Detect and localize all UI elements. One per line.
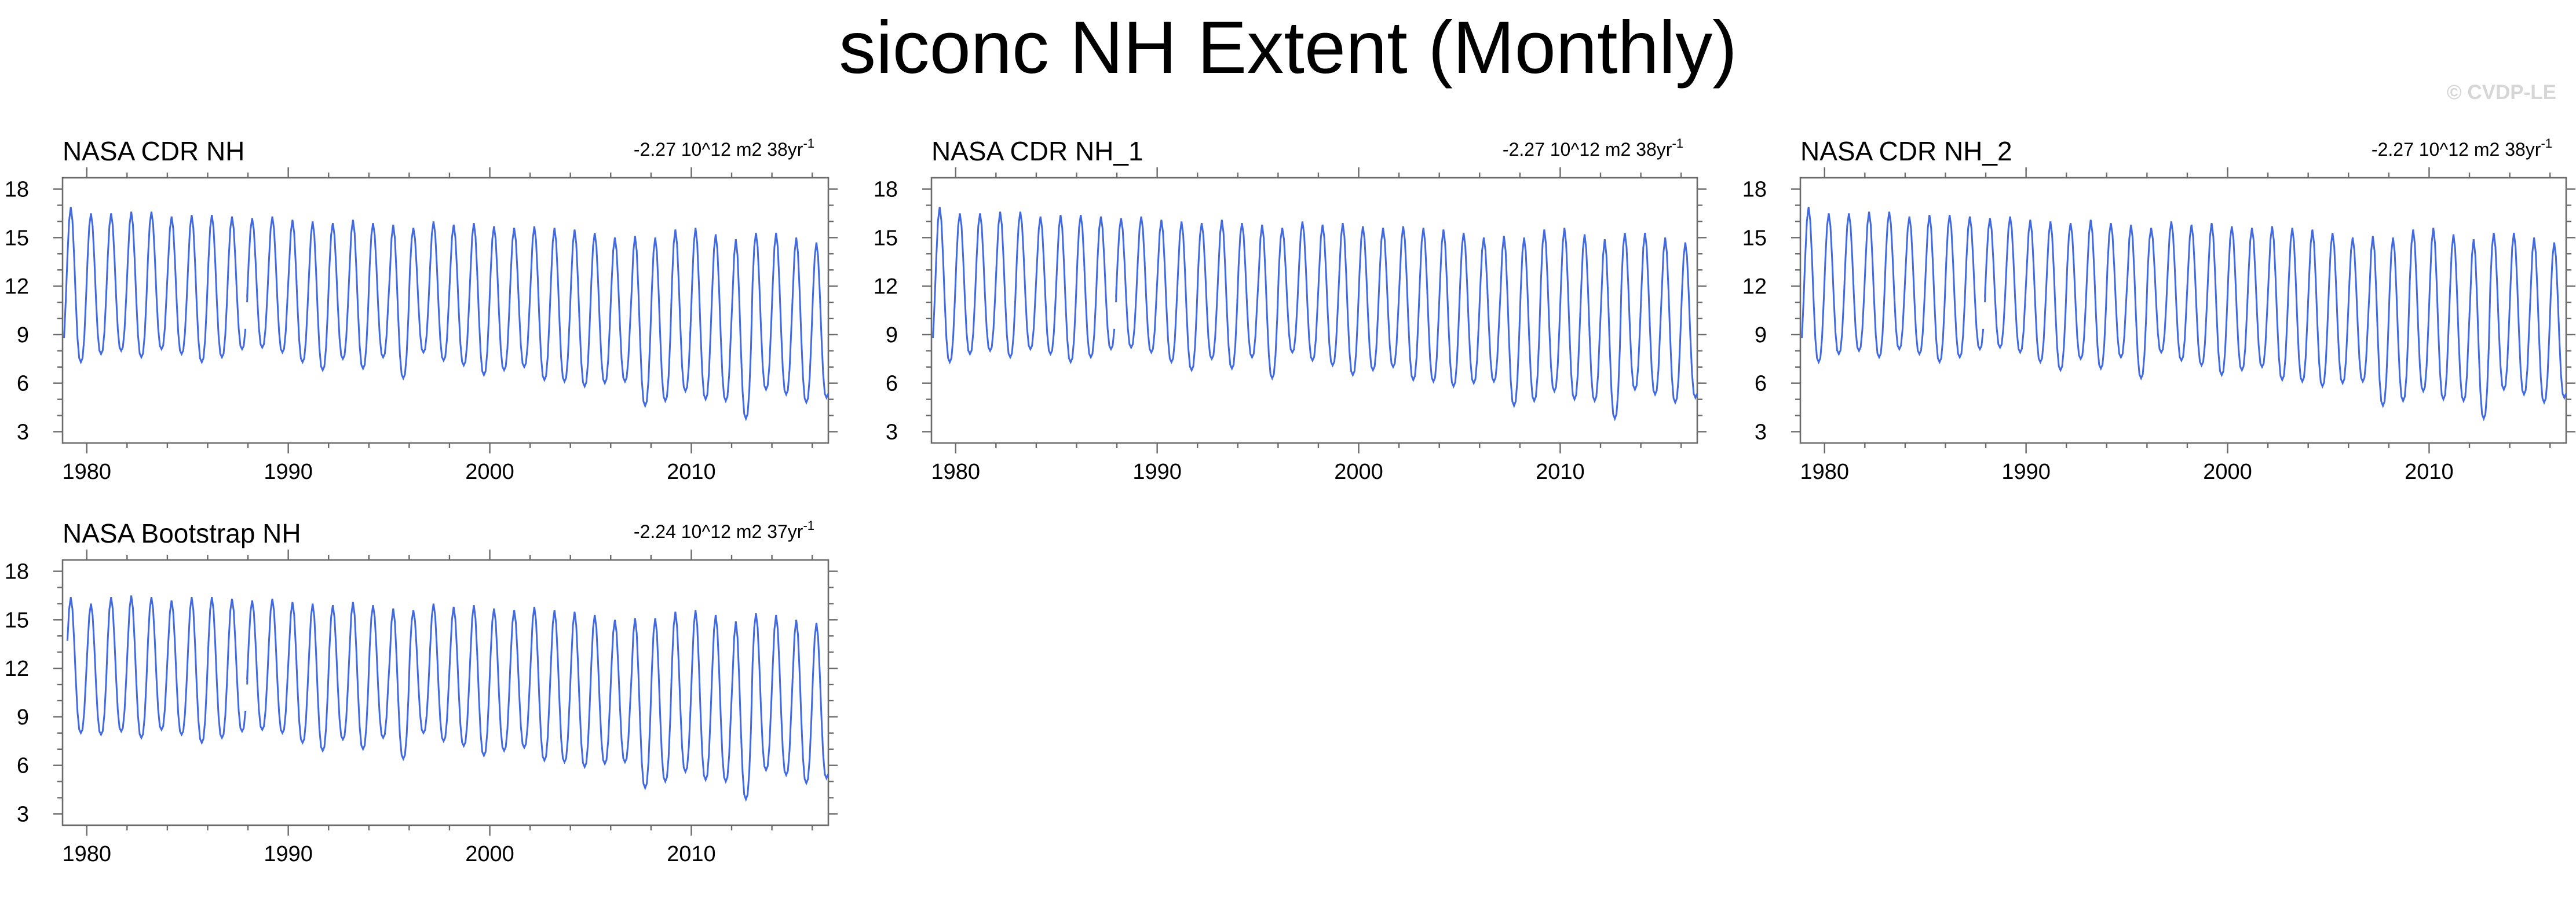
y-tick-label: 6 [1755, 372, 1767, 396]
figure-title: siconc NH Extent (Monthly) [839, 6, 1737, 89]
panel-chart: NASA CDR NH_1 -2.27 10^12 m2 38yr-1 3 6 9 12 1… [874, 136, 1707, 484]
trend-label: -2.27 10^12 m2 38yr-1 [1503, 136, 1683, 160]
y-tick-label: 12 [874, 274, 898, 299]
panel-chart: NASA Bootstrap NH -2.24 10^12 m2 37yr-1 3 6… [5, 518, 838, 866]
y-tick-label: 3 [886, 420, 898, 444]
x-tick-label: 2000 [1334, 460, 1383, 484]
x-tick-label: 2010 [667, 460, 716, 484]
x-tick-label: 2010 [2405, 460, 2454, 484]
panel-title: NASA CDR NH_1 [931, 136, 1143, 166]
trend-superscript: -1 [803, 136, 814, 151]
y-tick-label: 3 [17, 802, 29, 826]
y-tick-label: 18 [5, 178, 29, 202]
panel-chart: NASA CDR NH -2.27 10^12 m2 38yr-1 3 6 9 12 15 1… [5, 136, 838, 484]
x-tick-label: 1990 [264, 842, 313, 866]
x-tick-label: 2010 [667, 842, 716, 866]
y-tick-label: 6 [17, 754, 29, 778]
y-tick-label: 18 [874, 178, 898, 202]
series-line [66, 595, 830, 802]
y-tick-label: 9 [17, 705, 29, 730]
y-tick-label: 6 [17, 372, 29, 396]
series-line [63, 207, 830, 422]
trend-superscript: -1 [2541, 136, 2552, 151]
x-tick-label: 1980 [1800, 460, 1849, 484]
panel-nasa-cdr-nh-1: NASA CDR NH_1 -2.27 10^12 m2 38yr-1 3 6 9 12 1… [869, 119, 1707, 484]
plot-frame [61, 559, 830, 826]
y-tick-label: 18 [1742, 178, 1767, 202]
x-tick-label: 1990 [1132, 460, 1182, 484]
y-tick-label: 3 [17, 420, 29, 444]
panel-nasa-cdr-nh: NASA CDR NH -2.27 10^12 m2 38yr-1 3 6 9 12 15 1… [0, 119, 838, 484]
cvdp-watermark: © CVDP-LE [2446, 81, 2556, 104]
series-line [932, 207, 1698, 422]
trend-superscript: -1 [803, 518, 814, 533]
x-tick-label: 1990 [264, 460, 313, 484]
panel-nasa-cdr-nh-2: NASA CDR NH_2 -2.27 10^12 m2 38yr-1 3 6 9 12 1… [1738, 119, 2575, 484]
y-tick-label: 12 [5, 274, 29, 299]
y-tick-label: 15 [874, 226, 898, 250]
series-gap-fragment [1984, 286, 1986, 303]
y-tick-label: 18 [5, 560, 29, 584]
plot-frame [1799, 177, 2567, 444]
y-tick-label: 9 [886, 323, 898, 347]
x-tick-label: 2000 [2203, 460, 2252, 484]
trend-label: -2.27 10^12 m2 38yr-1 [2372, 136, 2552, 160]
x-tick-label: 1980 [62, 842, 111, 866]
series-gap-fragment [246, 668, 249, 685]
y-tick-label: 9 [17, 323, 29, 347]
y-tick-label: 15 [5, 226, 29, 250]
plot-frame [61, 177, 830, 444]
trend-label: -2.27 10^12 m2 38yr-1 [634, 136, 814, 160]
series-gap-fragment [246, 286, 249, 303]
trend-superscript: -1 [1672, 136, 1683, 151]
panel-nasa-bootstrap-nh: NASA Bootstrap NH -2.24 10^12 m2 37yr-1 3 6… [0, 501, 838, 866]
x-tick-label: 1980 [931, 460, 980, 484]
panel-chart: NASA CDR NH_2 -2.27 10^12 m2 38yr-1 3 6 9 12 1… [1742, 136, 2575, 484]
x-tick-label: 1990 [2001, 460, 2051, 484]
y-tick-label: 15 [1742, 226, 1767, 250]
series-line [1801, 207, 2567, 422]
x-tick-label: 2000 [465, 842, 514, 866]
panel-title: NASA Bootstrap NH [63, 518, 301, 548]
x-tick-label: 2000 [465, 460, 514, 484]
x-tick-label: 2010 [1536, 460, 1585, 484]
y-tick-label: 12 [1742, 274, 1767, 299]
y-tick-label: 9 [1755, 323, 1767, 347]
panel-title: NASA CDR NH [63, 136, 244, 166]
y-tick-label: 15 [5, 608, 29, 632]
plot-frame [930, 177, 1698, 444]
series-gap-fragment [1115, 286, 1117, 303]
y-tick-label: 6 [886, 372, 898, 396]
trend-label: -2.24 10^12 m2 37yr-1 [634, 518, 814, 542]
x-tick-label: 1980 [62, 460, 111, 484]
y-tick-label: 3 [1755, 420, 1767, 444]
y-tick-label: 12 [5, 657, 29, 681]
panel-title: NASA CDR NH_2 [1800, 136, 2012, 166]
